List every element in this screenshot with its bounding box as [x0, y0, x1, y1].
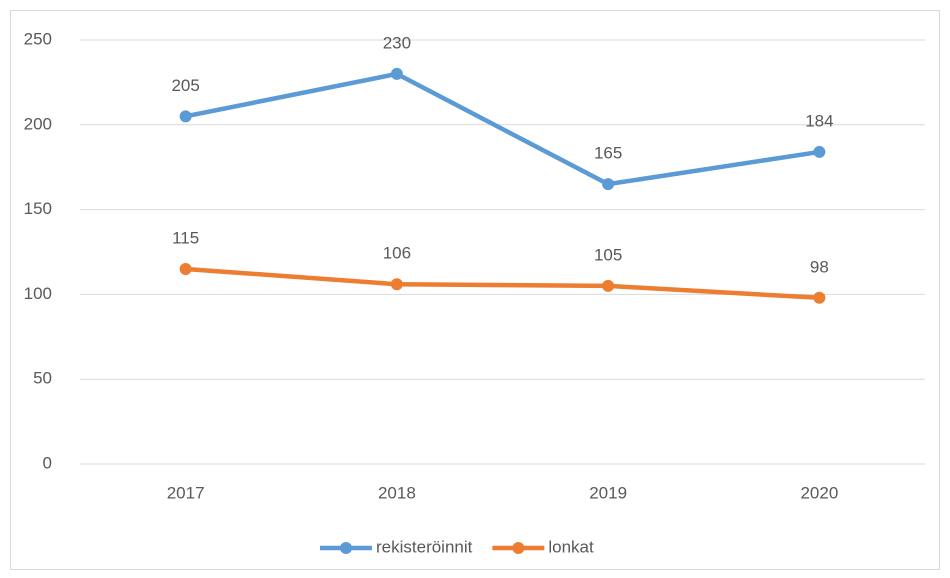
data-label: 165	[594, 144, 622, 163]
x-tick-label: 2018	[378, 483, 416, 502]
data-label: 106	[383, 244, 411, 263]
point-marker	[602, 279, 615, 292]
data-label: 205	[171, 76, 199, 95]
point-marker	[602, 178, 615, 191]
x-tick-label: 2017	[167, 483, 205, 502]
y-tick-label: 250	[24, 29, 52, 48]
point-marker	[390, 278, 403, 291]
data-label: 184	[805, 111, 833, 130]
legend-marker	[340, 542, 352, 554]
y-tick-label: 0	[43, 453, 52, 472]
legend-label: rekisteröinnit	[376, 537, 473, 556]
data-label: 115	[172, 228, 199, 247]
y-tick-label: 200	[24, 114, 52, 133]
legend-label: lonkat	[548, 537, 594, 556]
series-line	[183, 266, 822, 301]
legend-marker	[512, 542, 525, 554]
data-label: 98	[810, 257, 829, 276]
point-marker	[390, 67, 403, 80]
x-tick-label: 2019	[589, 483, 627, 502]
data-label: 230	[383, 33, 411, 52]
y-tick-label: 50	[33, 369, 52, 388]
series-line	[183, 71, 822, 187]
point-marker	[813, 145, 826, 158]
y-tick-label: 150	[24, 199, 52, 218]
point-marker	[813, 291, 826, 304]
point-marker	[179, 110, 192, 123]
chart-border	[10, 10, 940, 570]
data-label: 105	[594, 245, 622, 264]
point-marker	[179, 262, 192, 275]
x-tick-label: 2020	[800, 483, 838, 502]
y-tick-label: 100	[24, 284, 52, 303]
